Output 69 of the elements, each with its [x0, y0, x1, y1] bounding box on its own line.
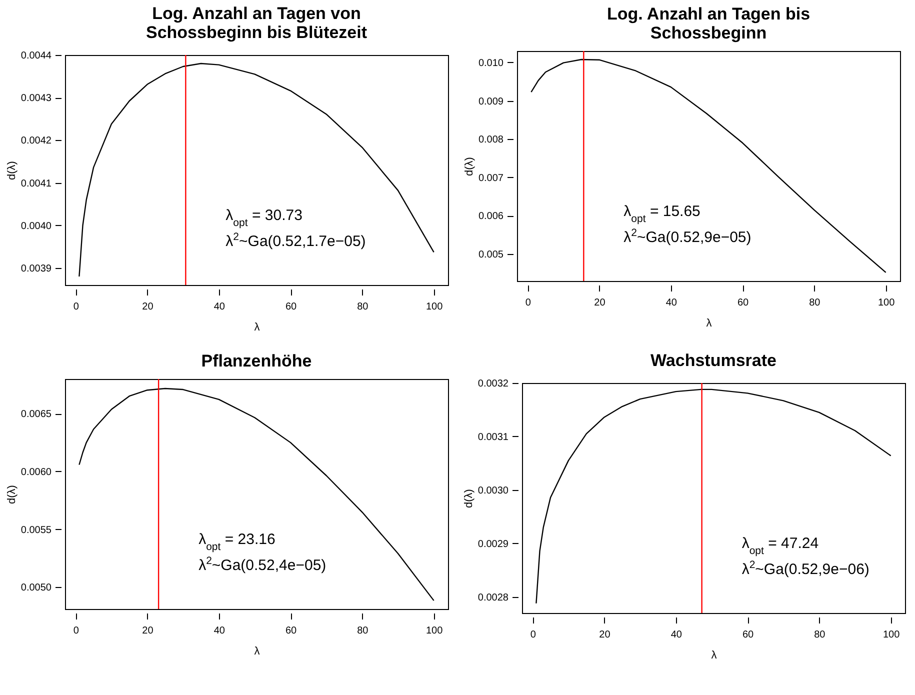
x-tick-label: 0 — [525, 298, 532, 308]
y-axis-title: d(λ) — [462, 489, 475, 508]
chart-title: Log. Anzahl an Tagen bis Schossbeginn — [606, 4, 810, 42]
x-tick-label: 80 — [814, 630, 826, 640]
x-axis-title: λ — [254, 322, 260, 334]
x-tick-label: 100 — [882, 630, 900, 640]
annotation: λ$_{opt}$ = 15.65 — [624, 202, 700, 225]
y-tick-label: 0.0065 — [20, 409, 52, 420]
x-tick-label: 40 — [214, 626, 226, 636]
x-axis-title: λ — [711, 650, 718, 662]
x-tick-label: 40 — [666, 298, 678, 308]
y-tick-label: 0.0050 — [20, 582, 52, 594]
annotation: λ$_{opt}$ = 23.16 — [198, 530, 276, 553]
annotation: λ$_{opt}$ = 30.73 — [226, 206, 302, 229]
y-tick-label: 0.005 — [478, 249, 504, 260]
chart-title: Wachstumsrate — [650, 351, 776, 370]
annotation: λ$^{2}$~Ga(0.52,9e−06) — [742, 558, 870, 578]
line-series — [530, 58, 886, 274]
y-tick-label: 0.0043 — [20, 93, 52, 104]
x-tick-label: 40 — [214, 302, 226, 312]
y-tick-label: 0.0029 — [478, 538, 509, 550]
x-tick-label: 40 — [670, 630, 682, 640]
y-tick-label: 0.0041 — [20, 178, 52, 190]
y-tick-label: 0.0030 — [478, 485, 509, 496]
y-tick-label: 0.0031 — [478, 432, 509, 443]
annotation: λ$^{2}$~Ga(0.52,1.7e−05) — [226, 230, 366, 250]
x-tick-label: 60 — [285, 626, 298, 636]
y-tick-label: 0.007 — [478, 172, 504, 184]
x-tick-label: 60 — [742, 630, 754, 640]
x-tick-label: 100 — [426, 626, 444, 636]
x-tick-label: 0 — [73, 626, 80, 636]
chart-title: Log. Anzahl an Tagen von Schossbeginn bis Blütezeit — [146, 4, 368, 42]
y-tick-label: 0.0028 — [478, 592, 509, 604]
y-tick-label: 0.0040 — [20, 220, 52, 232]
chart-title: Pflanzenhöhe — [201, 351, 312, 370]
y-tick-label: 0.009 — [478, 96, 504, 108]
x-tick-label: 20 — [594, 298, 606, 308]
y-tick-label: 0.0032 — [478, 378, 509, 390]
y-tick-label: 0.006 — [478, 211, 504, 222]
y-tick-label: 0.0044 — [20, 50, 52, 62]
annotation: λ$_{opt}$ = 47.24 — [742, 534, 819, 557]
x-axis-title: λ — [254, 646, 260, 658]
line-series — [536, 388, 892, 604]
y-axis-title: d(λ) — [6, 161, 18, 180]
x-axis-title: λ — [706, 318, 712, 330]
line-series — [78, 388, 434, 602]
y-tick-label: 0.0060 — [20, 466, 52, 478]
x-tick-label: 80 — [357, 302, 369, 312]
annotation: λ$^{2}$~Ga(0.52,9e−05) — [624, 226, 752, 246]
line-series — [78, 62, 434, 278]
x-tick-label: 100 — [426, 302, 444, 312]
x-tick-label: 20 — [599, 630, 611, 640]
x-tick-label: 20 — [142, 626, 154, 636]
x-tick-label: 20 — [142, 302, 154, 312]
x-tick-label: 100 — [878, 298, 896, 308]
y-tick-label: 0.0042 — [20, 136, 52, 147]
y-axis-title: d(λ) — [463, 157, 476, 176]
x-tick-label: 0 — [530, 630, 536, 640]
y-tick-label: 0.010 — [478, 58, 504, 69]
y-axis-title: d(λ) — [6, 485, 18, 504]
y-tick-label: 0.008 — [478, 134, 504, 146]
x-tick-label: 80 — [809, 298, 821, 308]
x-tick-label: 60 — [737, 298, 750, 308]
y-tick-label: 0.0039 — [20, 263, 52, 274]
y-tick-label: 0.0055 — [20, 524, 52, 536]
x-tick-label: 80 — [357, 626, 369, 636]
x-tick-label: 0 — [73, 302, 80, 312]
x-tick-label: 60 — [285, 302, 298, 312]
annotation: λ$^{2}$~Ga(0.52,4e−05) — [198, 554, 326, 574]
